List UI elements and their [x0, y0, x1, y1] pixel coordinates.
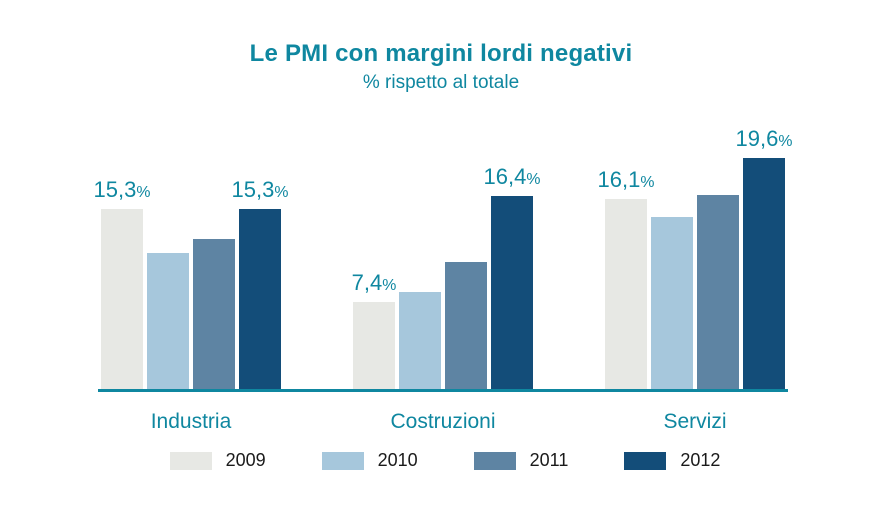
chart-title: Le PMI con margini lordi negativi: [0, 40, 882, 68]
legend-item: 2009: [170, 450, 266, 471]
bar: [239, 209, 281, 389]
bar: [743, 158, 785, 389]
legend-label: 2011: [530, 450, 569, 471]
category-label: Costruzioni: [353, 410, 533, 434]
bar-value-label: 15,3%: [82, 177, 162, 203]
legend-label: 2009: [226, 450, 266, 471]
legend-label: 2012: [680, 450, 720, 471]
bar-value-label: 16,1%: [586, 167, 666, 193]
legend-item: 2010: [322, 450, 418, 471]
bar-value-label: 16,4%: [472, 164, 552, 190]
bar-value-label: 15,3%: [220, 177, 300, 203]
bar: [445, 262, 487, 389]
chart-subtitle: % rispetto al totale: [0, 72, 882, 94]
chart-container: Le PMI con margini lordi negativi % risp…: [0, 0, 882, 523]
legend: 2009 2010 2011 2012: [130, 450, 760, 471]
legend-swatch: [474, 452, 516, 470]
bar: [697, 195, 739, 389]
legend-swatch: [322, 452, 364, 470]
plot-area: 15,3%15,3%Industria7,4%16,4%Costruzioni1…: [98, 140, 788, 392]
bar: [491, 196, 533, 389]
bar: [101, 209, 143, 389]
bar-value-label: 19,6%: [724, 126, 804, 152]
legend-swatch: [624, 452, 666, 470]
bar: [651, 217, 693, 389]
legend-swatch: [170, 452, 212, 470]
bar: [353, 302, 395, 389]
bar: [147, 253, 189, 389]
bar: [193, 239, 235, 389]
category-label: Servizi: [605, 410, 785, 434]
legend-item: 2011: [474, 450, 569, 471]
bar: [605, 199, 647, 389]
category-label: Industria: [101, 410, 281, 434]
legend-item: 2012: [624, 450, 720, 471]
x-axis-baseline: [98, 389, 788, 392]
bar: [399, 292, 441, 389]
legend-label: 2010: [378, 450, 418, 471]
